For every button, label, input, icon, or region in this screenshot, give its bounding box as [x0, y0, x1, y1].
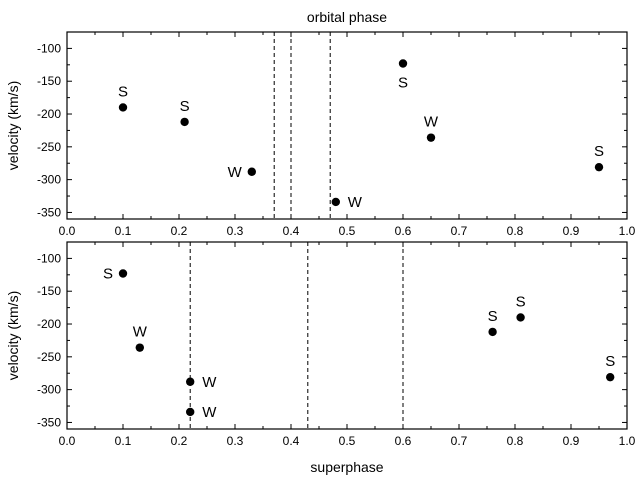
data-point [135, 343, 144, 352]
data-point-label: S [118, 83, 128, 100]
x-tick-label: 0.1 [115, 434, 132, 448]
x-tick-label: 0.1 [115, 224, 132, 238]
data-point [606, 372, 615, 382]
y-tick-label: -100 [37, 251, 61, 265]
data-point-label: W [348, 194, 363, 211]
x-tick-label: 0.5 [339, 224, 356, 238]
y-tick-label: -300 [37, 173, 61, 187]
x-tick-label: 1.0 [619, 224, 636, 238]
x-tick-label: 0.9 [563, 224, 580, 238]
data-point-label: S [103, 265, 113, 282]
data-point [488, 327, 497, 337]
data-point [180, 117, 189, 127]
x-tick-label: 0.6 [395, 434, 412, 448]
y-tick-label: -250 [37, 350, 61, 364]
data-point-label: S [594, 143, 604, 160]
y-tick-label: -200 [37, 317, 61, 331]
x-tick-label: 1.0 [619, 434, 636, 448]
y-tick-label: -150 [37, 284, 61, 298]
data-point [186, 407, 195, 417]
x-tick-label: 0.4 [283, 434, 300, 448]
x-tick-label: 0.5 [339, 434, 356, 448]
x-tick-label: 0.3 [227, 224, 244, 238]
data-point [331, 197, 340, 207]
y-tick-label: -100 [37, 41, 61, 55]
data-point-label: S [180, 98, 190, 115]
y-tick-label: -200 [37, 107, 61, 121]
y-tick-label: -350 [37, 415, 61, 429]
data-point [118, 103, 128, 112]
data-point [398, 59, 408, 68]
chart-panel-1: 0.0 0.1 0.2 0.3 0.4 0.5 0.6 0.7 0.8 0.9 1.0 -100 -15… [5, 9, 636, 238]
y-axis-title: velocity (km/s) [5, 291, 21, 380]
data-point-label: W [424, 114, 439, 131]
x-tick-label: 0.0 [59, 224, 76, 238]
data-point [426, 133, 436, 142]
x-tick-label: 0.7 [451, 224, 468, 238]
x-tick-label: 0.8 [507, 434, 524, 448]
x-tick-label: 0.6 [395, 224, 412, 238]
x-tick-label: 0.0 [59, 434, 76, 448]
data-point [186, 377, 195, 386]
plot-frame [66, 31, 628, 220]
y-axis-title: velocity (km/s) [5, 81, 21, 170]
x-tick-label: 0.4 [283, 224, 300, 238]
data-point [247, 167, 256, 176]
x-tick-label: 0.9 [563, 434, 580, 448]
y-tick-label: -250 [37, 140, 61, 154]
x-tick-label: 0.8 [507, 224, 524, 238]
data-point [118, 269, 128, 278]
data-point-label: W [202, 374, 217, 391]
y-tick-label: -150 [37, 74, 61, 88]
data-point-label: W [228, 164, 243, 181]
data-point-label: W [133, 324, 148, 341]
data-point-label: S [488, 308, 498, 325]
x-tick-label: 0.2 [171, 224, 188, 238]
data-point-label: S [516, 293, 526, 310]
x-tick-label: 0.3 [227, 434, 244, 448]
data-point-label: W [202, 404, 217, 421]
data-point [594, 162, 604, 172]
chart-title: orbital phase [307, 9, 387, 25]
data-point-label: S [398, 74, 408, 91]
data-point [516, 313, 525, 322]
x-tick-label: 0.2 [171, 434, 188, 448]
data-point-label: S [605, 353, 615, 370]
y-tick-label: -350 [37, 205, 61, 219]
chart-panel-2: 0.0 0.1 0.2 0.3 0.4 0.5 0.6 0.7 0.8 0.9 1.0 -100 -15… [5, 241, 636, 475]
plot-frame [66, 241, 628, 430]
y-tick-label: -300 [37, 383, 61, 397]
x-tick-label: 0.7 [451, 434, 468, 448]
x-axis-title: superphase [310, 459, 383, 475]
